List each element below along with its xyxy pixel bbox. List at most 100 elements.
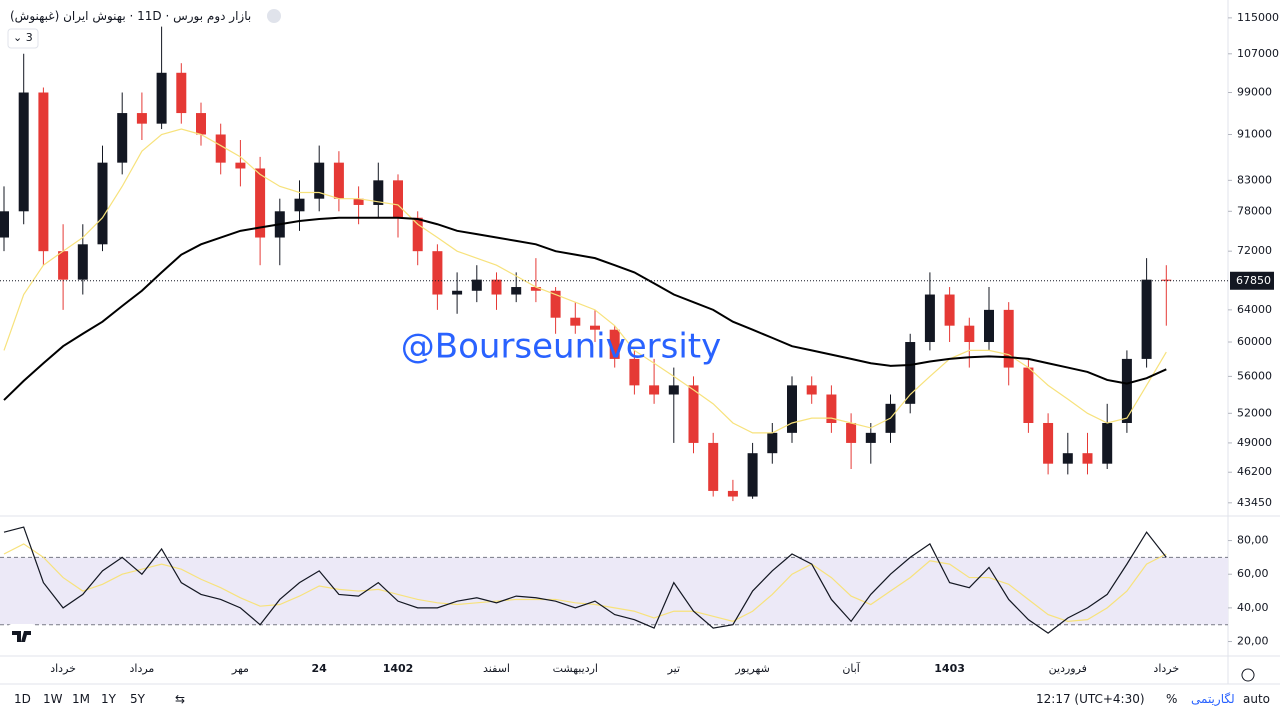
candle-body (727, 490, 738, 497)
candle-body (333, 162, 344, 199)
range-button[interactable]: 1Y (101, 692, 116, 706)
watermark: @Bourseuniversity (401, 327, 721, 367)
y-tick-label: 78000 (1237, 204, 1272, 217)
y-tick-label: 107000 (1237, 47, 1279, 60)
candle-body (984, 309, 994, 343)
x-tick-label: مرداد (129, 662, 154, 675)
candle-body (944, 294, 955, 326)
candle-body (1023, 367, 1034, 423)
candle-body (668, 385, 679, 395)
compare-icon[interactable]: ⇆ (175, 692, 186, 706)
y-tick-label: 43450 (1237, 496, 1272, 509)
candle-body (38, 92, 49, 252)
x-tick-label: خرداد (1153, 662, 1179, 675)
candle-body (156, 72, 167, 124)
candle-body (550, 290, 561, 318)
candle-body (235, 162, 246, 169)
candle-body (176, 72, 187, 114)
range-button[interactable]: 1W (43, 692, 63, 706)
rsi-tick-label: 80,00 (1237, 534, 1269, 547)
candle-body (18, 92, 29, 212)
y-tick-label: 91000 (1237, 127, 1272, 140)
legend-count-box[interactable]: ⌄ 3 (13, 31, 33, 44)
candle-body (708, 442, 719, 491)
candle-body (452, 290, 463, 295)
candle-body (865, 432, 876, 443)
candle-body (590, 325, 600, 330)
y-tick-label: 83000 (1237, 173, 1272, 186)
collapse-button[interactable] (267, 9, 281, 23)
rsi-tick-label: 60,00 (1237, 567, 1269, 580)
auto-toggle[interactable]: auto (1243, 692, 1271, 706)
moving-average (3, 128, 1167, 434)
candle-body (373, 180, 384, 205)
candle-body (412, 217, 423, 252)
candle-body (924, 294, 935, 343)
log-toggle[interactable]: لگاریتمی (1191, 692, 1235, 706)
y-tick-label: 56000 (1237, 369, 1272, 382)
candle-body (136, 113, 147, 124)
candle-body (846, 422, 857, 443)
candle-body (826, 394, 837, 423)
logo-bg (8, 624, 36, 648)
range-button[interactable]: 1D (14, 692, 31, 706)
candle-body (787, 385, 797, 433)
candle-body (1161, 279, 1172, 281)
legend-count: 3 (25, 31, 33, 44)
rsi-ma (3, 543, 1167, 622)
candle-body (58, 251, 69, 280)
range-button[interactable]: 1M (72, 692, 90, 706)
rsi-line (3, 526, 1167, 634)
y-tick-label: 52000 (1237, 406, 1272, 419)
last-price-label: 67850 (1236, 274, 1271, 287)
candle-body (255, 168, 266, 238)
candle-body (609, 329, 620, 359)
x-tick-label: خرداد (50, 662, 76, 675)
clock: 12:17 (UTC+4:30) (1036, 692, 1145, 706)
y-tick-label: 115000 (1237, 11, 1279, 24)
x-tick-label: 24 (312, 662, 328, 675)
percent-toggle[interactable]: % (1166, 692, 1178, 706)
candle-body (314, 162, 325, 199)
candle-body (393, 180, 403, 218)
candle-body (117, 113, 128, 163)
candle-body (1062, 453, 1073, 464)
candle-body (747, 453, 758, 497)
y-tick-label: 46200 (1237, 465, 1272, 478)
last-price-box (1230, 271, 1274, 290)
x-tick-label: فروردین (1049, 662, 1087, 675)
exchange: بازار دوم بورس (173, 9, 252, 23)
candle-body (196, 113, 206, 135)
candle-body (511, 287, 522, 295)
candle-body (1082, 453, 1093, 464)
watermark-layer: @Bourseuniversity (401, 327, 721, 367)
candle-body (767, 432, 778, 454)
candle-body (649, 385, 660, 395)
candle-body (1043, 422, 1054, 464)
y-tick-label: 72000 (1237, 244, 1272, 257)
candle-body (1121, 358, 1132, 423)
candle-body (806, 385, 817, 395)
y-tick-label: 64000 (1237, 303, 1272, 316)
x-tick-label: 1402 (383, 662, 414, 675)
symbol-title: بازار دوم بورس · 11D · بهنوش ایران (غبهن… (10, 9, 252, 23)
y-tick-label: 49000 (1237, 436, 1272, 449)
x-tick-label: اسفند (483, 662, 510, 675)
candle-body (432, 251, 443, 295)
candle-body (77, 244, 88, 280)
candle-body (905, 342, 916, 404)
x-tick-label: تیر (667, 662, 680, 675)
candle-body (97, 162, 108, 245)
candle-body (1141, 279, 1152, 359)
x-tick-label: شهریور (734, 662, 769, 675)
range-button[interactable]: 5Y (130, 692, 145, 706)
candle-body (491, 279, 502, 295)
settings-icon[interactable] (1241, 668, 1255, 682)
candle-body (964, 325, 975, 343)
rsi-tick-label: 40,00 (1237, 601, 1269, 614)
tv-logo (8, 624, 36, 648)
x-tick-label: مهر (231, 662, 249, 675)
legend-toggle[interactable] (7, 28, 39, 49)
